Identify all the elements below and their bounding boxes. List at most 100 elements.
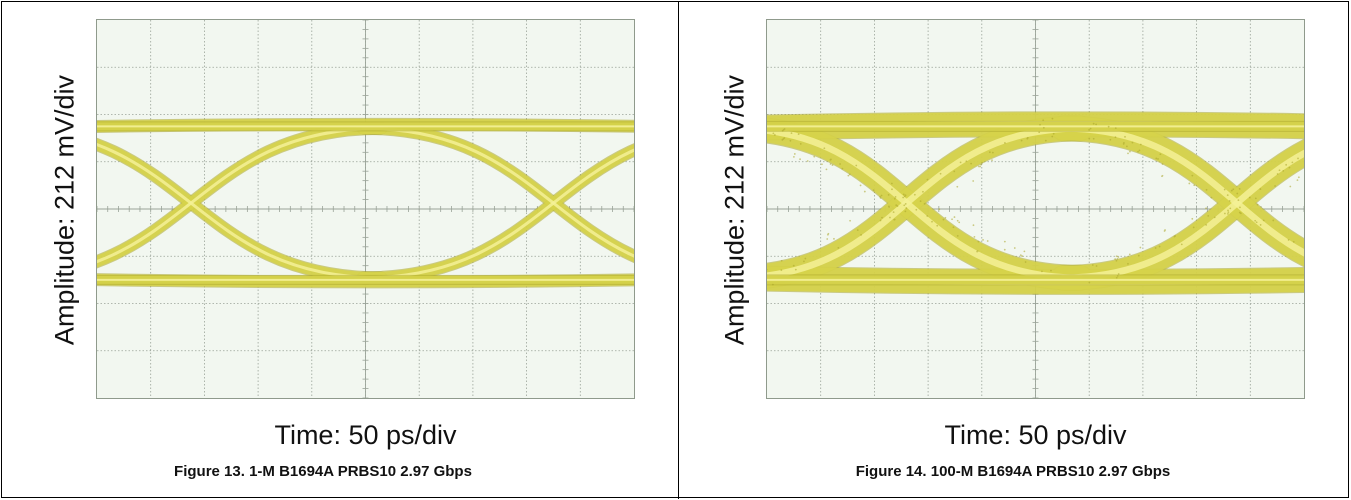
jitter-dot <box>1237 199 1240 202</box>
jitter-dot <box>806 160 809 162</box>
jitter-dot <box>1205 224 1208 226</box>
jitter-dot <box>1213 216 1216 219</box>
jitter-dot <box>903 204 906 207</box>
jitter-dot <box>1117 273 1120 275</box>
jitter-dot <box>978 165 980 168</box>
jitter-dot <box>936 224 939 227</box>
jitter-dot <box>1292 240 1295 243</box>
jitter-dot <box>965 160 968 163</box>
jitter-dot <box>1003 240 1006 243</box>
jitter-dot <box>1262 219 1265 222</box>
jitter-dot <box>803 260 805 263</box>
jitter-dot <box>1282 169 1285 172</box>
jitter-dot <box>892 211 895 214</box>
eye-transition-trace <box>97 138 387 284</box>
jitter-dot <box>771 283 774 286</box>
jitter-dot <box>1239 212 1242 215</box>
jitter-dot <box>1173 235 1176 238</box>
jitter-dot <box>1122 141 1125 144</box>
jitter-dot <box>799 158 801 161</box>
jitter-dot <box>849 219 851 222</box>
jitter-dot <box>938 208 941 211</box>
jitter-dot <box>1041 270 1043 273</box>
jitter-dot <box>1116 274 1119 277</box>
jitter-dot <box>958 221 961 224</box>
jitter-dot <box>1115 276 1118 279</box>
jitter-dot <box>1259 224 1262 226</box>
jitter-dot <box>1297 157 1299 160</box>
jitter-dot <box>902 196 905 199</box>
eye-transition-trace <box>356 143 634 285</box>
jitter-dot <box>1191 217 1194 220</box>
jitter-dot <box>1161 174 1164 177</box>
jitter-dot <box>1248 196 1251 199</box>
jitter-dot <box>790 132 793 135</box>
jitter-dot <box>1039 123 1041 126</box>
figure-panel-13: Amplitude: 212 mV/div Time: 50 ps/div Fi… <box>49 19 635 480</box>
jitter-dot <box>959 161 962 164</box>
jitter-dot <box>1205 188 1208 191</box>
jitter-dot <box>1255 221 1258 224</box>
jitter-dot <box>1139 143 1142 146</box>
jitter-dot <box>973 235 976 238</box>
jitter-dot <box>1051 117 1054 120</box>
y-axis-label: Amplitude: 212 mV/div <box>719 74 750 346</box>
jitter-dot <box>982 238 984 241</box>
jitter-dot <box>1272 219 1275 222</box>
jitter-dot <box>879 219 882 222</box>
jitter-dot <box>1095 265 1098 267</box>
jitter-dot <box>1115 255 1118 258</box>
jitter-dot <box>1051 135 1054 138</box>
jitter-dot <box>972 180 975 182</box>
y-axis-label: Amplitude: 212 mV/div <box>49 74 80 346</box>
jitter-dot <box>1124 135 1126 138</box>
jitter-dot <box>847 174 850 177</box>
jitter-dot <box>855 164 858 167</box>
jitter-dot <box>1139 246 1142 249</box>
jitter-dot <box>880 194 883 197</box>
jitter-dot <box>956 234 959 237</box>
eye-transition-trace <box>97 122 387 268</box>
jitter-dot <box>922 190 924 193</box>
jitter-dot <box>1192 226 1195 229</box>
jitter-dot <box>792 264 795 267</box>
jitter-dot <box>1236 192 1239 195</box>
jitter-dot <box>837 246 840 249</box>
jitter-dot <box>1109 138 1112 141</box>
jitter-dot <box>1228 199 1231 202</box>
eye-transition-trace <box>97 121 388 269</box>
jitter-dot <box>1223 212 1226 215</box>
jitter-dot <box>813 155 816 158</box>
jitter-dot <box>783 128 786 130</box>
jitter-dot <box>1226 194 1229 197</box>
jitter-dot <box>904 210 907 213</box>
jitter-dot <box>1210 196 1213 199</box>
jitter-dot <box>988 151 991 154</box>
jitter-dot <box>977 240 980 243</box>
jitter-dot <box>773 134 776 136</box>
jitter-dot <box>905 207 908 209</box>
jitter-dot <box>783 137 786 139</box>
jitter-dot <box>1254 219 1257 222</box>
jitter-dot <box>826 238 829 240</box>
jitter-dot <box>1289 185 1292 188</box>
jitter-dot <box>1091 264 1094 266</box>
jitter-dot <box>951 218 953 221</box>
jitter-dot <box>926 178 929 181</box>
jitter-dot <box>1038 131 1041 134</box>
jitter-dot <box>1024 261 1027 263</box>
jitter-dot <box>956 219 959 222</box>
jitter-dot <box>860 234 862 236</box>
jitter-dot <box>804 257 807 260</box>
jitter-dot <box>893 218 896 221</box>
jitter-dot <box>799 142 802 145</box>
jitter-dot <box>1044 139 1047 142</box>
grid <box>767 20 1304 398</box>
jitter-dot <box>1013 247 1016 249</box>
jitter-dot <box>991 151 994 154</box>
eye-transition-trace <box>97 126 383 264</box>
jitter-dot <box>981 161 983 164</box>
jitter-dot <box>825 168 828 171</box>
figure-caption: Figure 14. 100-M B1694A PRBS10 2.97 Gbps <box>855 463 1171 480</box>
